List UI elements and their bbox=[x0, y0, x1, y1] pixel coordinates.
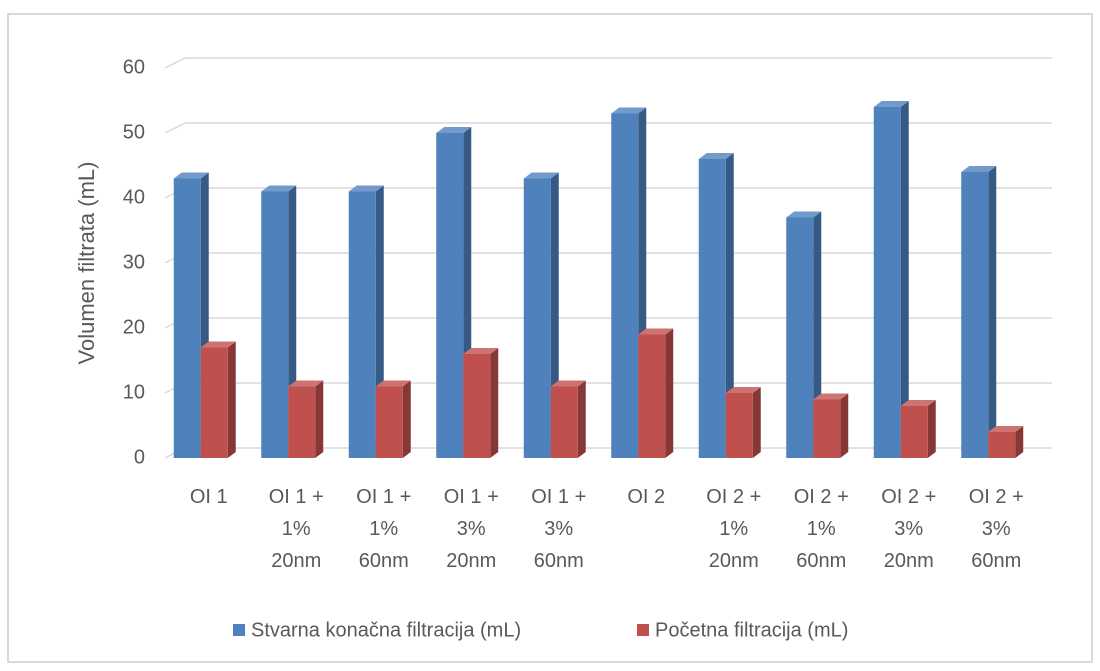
bar-side bbox=[315, 380, 324, 458]
bar-top bbox=[900, 400, 936, 406]
bar bbox=[375, 380, 411, 458]
bar bbox=[261, 185, 297, 458]
y-tick-label: 10 bbox=[123, 381, 145, 403]
grid-line bbox=[164, 57, 1052, 69]
x-tick-label: OI 2 +3% 60nm bbox=[969, 486, 1024, 572]
bar-front bbox=[436, 133, 464, 458]
bar-top bbox=[288, 380, 324, 387]
bar-top bbox=[523, 172, 559, 179]
bar-front bbox=[348, 191, 376, 458]
bar-front bbox=[200, 347, 228, 458]
bar-front bbox=[173, 178, 201, 458]
bar-front bbox=[638, 334, 666, 458]
bar-top bbox=[813, 393, 849, 400]
y-tick-label: 40 bbox=[123, 186, 145, 208]
y-tick-label: 0 bbox=[134, 446, 145, 468]
bar-side bbox=[725, 153, 734, 458]
bar-front bbox=[873, 107, 901, 458]
bar-side bbox=[665, 328, 674, 458]
bar-top bbox=[961, 166, 997, 172]
legend-swatch bbox=[233, 624, 245, 636]
bar-front bbox=[988, 432, 1016, 458]
y-tick-label: 30 bbox=[123, 251, 145, 273]
bar-side bbox=[402, 380, 411, 458]
bar-front bbox=[550, 386, 578, 458]
bar-front bbox=[288, 386, 316, 458]
bar-front bbox=[375, 386, 403, 458]
bar-side bbox=[227, 341, 236, 458]
bar bbox=[961, 166, 997, 458]
bar-top bbox=[375, 380, 411, 387]
bar-front bbox=[463, 354, 491, 458]
bar-side bbox=[577, 380, 586, 458]
bar-front bbox=[725, 393, 753, 458]
bar-side bbox=[988, 166, 997, 458]
x-tick-label: OI 1 +1% 60nm bbox=[356, 486, 411, 572]
bar bbox=[550, 380, 586, 458]
y-tick-label: 50 bbox=[123, 121, 145, 143]
x-tick-label: OI 2 bbox=[627, 486, 665, 508]
x-tick-label: OI 1 bbox=[190, 486, 228, 508]
bar-top bbox=[550, 380, 586, 387]
y-axis-title: Volumen filtrata (mL) bbox=[74, 162, 99, 365]
bar-front bbox=[523, 178, 551, 458]
bar bbox=[638, 328, 674, 458]
bar-top bbox=[988, 426, 1024, 432]
x-tick-label: OI 1 +3% 20nm bbox=[444, 486, 499, 572]
x-tick-label: OI 1 +3% 60nm bbox=[531, 486, 586, 572]
bar-top bbox=[173, 172, 209, 179]
bar-front bbox=[611, 113, 639, 458]
bar bbox=[288, 380, 324, 458]
bar-top bbox=[638, 328, 674, 335]
bar-front bbox=[261, 191, 289, 458]
bar-front bbox=[900, 406, 928, 458]
bar-top bbox=[200, 341, 236, 348]
bar bbox=[463, 348, 499, 458]
bar-top bbox=[873, 101, 909, 107]
bar-top bbox=[786, 211, 822, 218]
x-tick-label: OI 2 +3% 20nm bbox=[881, 486, 936, 572]
bar-front bbox=[698, 159, 726, 458]
y-tick-label: 20 bbox=[123, 316, 145, 338]
bar bbox=[725, 387, 761, 458]
x-tick-label: OI 2 +1% 20nm bbox=[706, 486, 761, 572]
x-tick-label: OI 2 +1% 60nm bbox=[794, 486, 849, 572]
bar-top bbox=[348, 185, 384, 192]
bar-front bbox=[786, 217, 814, 458]
grid-line bbox=[164, 122, 1052, 134]
bar bbox=[200, 341, 236, 458]
bar bbox=[988, 426, 1024, 458]
legend-label: Stvarna konačna filtracija (mL) bbox=[251, 619, 521, 641]
bar bbox=[698, 153, 734, 458]
bar-side bbox=[840, 393, 849, 458]
bar bbox=[813, 393, 849, 458]
x-tick-label: OI 1 +1% 20nm bbox=[269, 486, 324, 572]
bar-side bbox=[752, 387, 761, 458]
legend-label: Početna filtracija (mL) bbox=[655, 619, 848, 641]
bar bbox=[900, 400, 936, 458]
bar bbox=[873, 101, 909, 458]
bar-front bbox=[961, 172, 989, 458]
bar-top bbox=[436, 127, 472, 133]
bar-side bbox=[927, 400, 936, 458]
bar bbox=[786, 211, 822, 458]
bar-top bbox=[611, 107, 647, 114]
bar-top bbox=[463, 348, 499, 354]
bar-front bbox=[813, 399, 841, 458]
bar-side bbox=[900, 101, 909, 458]
y-tick-label: 60 bbox=[123, 56, 145, 78]
bar-side bbox=[490, 348, 499, 458]
bar-top bbox=[261, 185, 297, 192]
bar-top bbox=[725, 387, 761, 393]
bar-top bbox=[698, 153, 734, 159]
legend-swatch bbox=[637, 624, 649, 636]
bar-side bbox=[1015, 426, 1024, 458]
